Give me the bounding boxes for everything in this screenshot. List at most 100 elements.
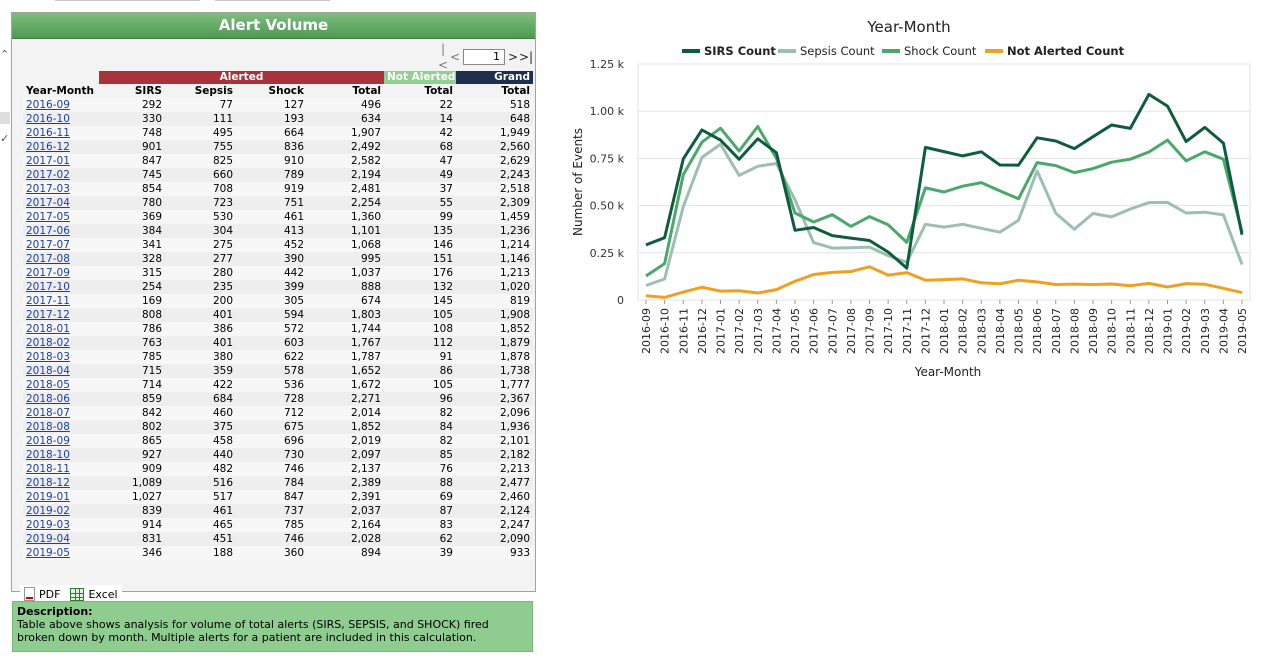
cell-not-alerted-total: 55 [384, 196, 456, 210]
cell-sirs: 909 [99, 462, 165, 476]
cell-grand-total: 2,243 [456, 168, 533, 182]
year-month-link[interactable]: 2018-12 [26, 476, 70, 489]
year-month-link[interactable]: 2017-09 [26, 266, 70, 279]
scroll-handle[interactable] [0, 112, 10, 124]
legend-label: Shock Count [904, 44, 977, 58]
cell-sepsis: 451 [165, 532, 236, 546]
year-month-link[interactable]: 2017-07 [26, 238, 70, 251]
cell-sirs: 927 [99, 448, 165, 462]
cell-alerted-total: 1,767 [307, 336, 384, 350]
year-month-link[interactable]: 2019-03 [26, 518, 70, 531]
cell-sirs: 1,027 [99, 490, 165, 504]
year-month-link[interactable]: 2018-06 [26, 392, 70, 405]
cell-sirs: 715 [99, 364, 165, 378]
cell-year-month: 2018-12 [23, 476, 99, 490]
year-month-link[interactable]: 2017-12 [26, 308, 70, 321]
pdf-export-link[interactable]: PDF [39, 587, 61, 601]
year-month-link[interactable]: 2017-04 [26, 196, 70, 209]
year-month-link[interactable]: 2016-09 [26, 98, 70, 111]
year-month-link[interactable]: 2017-06 [26, 224, 70, 237]
excel-icon[interactable] [70, 587, 85, 601]
cell-year-month: 2019-02 [23, 504, 99, 518]
cell-year-month: 2016-09 [23, 98, 99, 112]
year-month-link[interactable]: 2017-10 [26, 280, 70, 293]
cell-not-alerted-total: 14 [384, 112, 456, 126]
year-month-link[interactable]: 2018-08 [26, 420, 70, 433]
year-month-link[interactable]: 2018-01 [26, 322, 70, 335]
cell-grand-total: 1,949 [456, 126, 533, 140]
cell-shock: 836 [236, 140, 307, 154]
year-month-link[interactable]: 2018-05 [26, 378, 70, 391]
year-month-link[interactable]: 2017-08 [26, 252, 70, 265]
cell-sirs: 847 [99, 154, 165, 168]
next-page-icon[interactable]: > [507, 50, 519, 64]
cell-sepsis: 530 [165, 210, 236, 224]
cell-alerted-total: 2,097 [307, 448, 384, 462]
page-input[interactable]: 1 [463, 49, 505, 65]
pdf-icon[interactable] [24, 587, 35, 601]
year-month-link[interactable]: 2018-04 [26, 364, 70, 377]
x-tick-label: 2018-11 [1124, 308, 1137, 354]
cell-shock: 751 [236, 196, 307, 210]
year-month-link[interactable]: 2016-11 [26, 126, 70, 139]
cell-grand-total: 1,878 [456, 350, 533, 364]
cell-sepsis: 386 [165, 322, 236, 336]
cell-alerted-total: 2,391 [307, 490, 384, 504]
year-month-link[interactable]: 2017-05 [26, 210, 70, 223]
year-month-link[interactable]: 2018-11 [26, 462, 70, 475]
year-month-link[interactable]: 2017-11 [26, 294, 70, 307]
table-row: 2017-11 169 200 305 674 145 819 [23, 294, 533, 308]
cell-alerted-total: 2,271 [307, 392, 384, 406]
first-page-icon[interactable]: |< [437, 42, 449, 72]
year-month-link[interactable]: 2019-04 [26, 532, 70, 545]
cell-shock: 712 [236, 406, 307, 420]
year-month-link[interactable]: 2018-10 [26, 448, 70, 461]
cell-grand-total: 2,518 [456, 182, 533, 196]
cell-year-month: 2017-04 [23, 196, 99, 210]
x-tick-label: 2019-01 [1162, 308, 1175, 354]
year-month-link[interactable]: 2019-02 [26, 504, 70, 517]
year-month-link[interactable]: 2018-07 [26, 406, 70, 419]
chevron-up-icon[interactable]: ⌃ [0, 48, 10, 61]
cell-alerted-total: 2,254 [307, 196, 384, 210]
x-tick-label: 2018-04 [994, 308, 1007, 354]
cell-not-alerted-total: 42 [384, 126, 456, 140]
cell-not-alerted-total: 83 [384, 518, 456, 532]
table-row: 2016-12 901 755 836 2,492 68 2,560 [23, 140, 533, 154]
cell-alerted-total: 894 [307, 546, 384, 560]
year-month-link[interactable]: 2017-03 [26, 182, 70, 195]
x-tick-label: 2018-10 [1106, 308, 1119, 354]
cell-year-month: 2018-06 [23, 392, 99, 406]
cell-year-month: 2019-03 [23, 518, 99, 532]
year-month-link[interactable]: 2018-02 [26, 336, 70, 349]
cell-shock: 696 [236, 434, 307, 448]
cell-not-alerted-total: 82 [384, 434, 456, 448]
cell-shock: 789 [236, 168, 307, 182]
cell-not-alerted-total: 151 [384, 252, 456, 266]
cell-year-month: 2019-01 [23, 490, 99, 504]
cell-shock: 572 [236, 322, 307, 336]
year-month-link[interactable]: 2017-01 [26, 154, 70, 167]
table-row: 2018-02 763 401 603 1,767 112 1,879 [23, 336, 533, 350]
cell-sirs: 842 [99, 406, 165, 420]
year-month-link[interactable]: 2016-12 [26, 140, 70, 153]
cell-not-alerted-total: 47 [384, 154, 456, 168]
last-page-icon[interactable]: >| [519, 50, 534, 64]
year-month-link[interactable]: 2018-03 [26, 350, 70, 363]
year-month-link[interactable]: 2019-05 [26, 546, 70, 559]
year-month-link[interactable]: 2019-01 [26, 490, 70, 503]
excel-export-link[interactable]: Excel [88, 587, 118, 601]
cell-year-month: 2017-06 [23, 224, 99, 238]
x-tick-label: 2018-07 [1050, 308, 1063, 354]
table-row: 2019-04 831 451 746 2,028 62 2,090 [23, 532, 533, 546]
x-tick-label: 2017-10 [882, 308, 895, 354]
cell-not-alerted-total: 68 [384, 140, 456, 154]
x-tick-label: 2017-07 [826, 308, 839, 354]
year-month-link[interactable]: 2018-09 [26, 434, 70, 447]
year-month-link[interactable]: 2017-02 [26, 168, 70, 181]
prev-page-icon[interactable]: < [449, 50, 461, 64]
col-header-shock: Shock [268, 84, 304, 97]
cell-alerted-total: 1,360 [307, 210, 384, 224]
year-month-link[interactable]: 2016-10 [26, 112, 70, 125]
cell-not-alerted-total: 82 [384, 406, 456, 420]
